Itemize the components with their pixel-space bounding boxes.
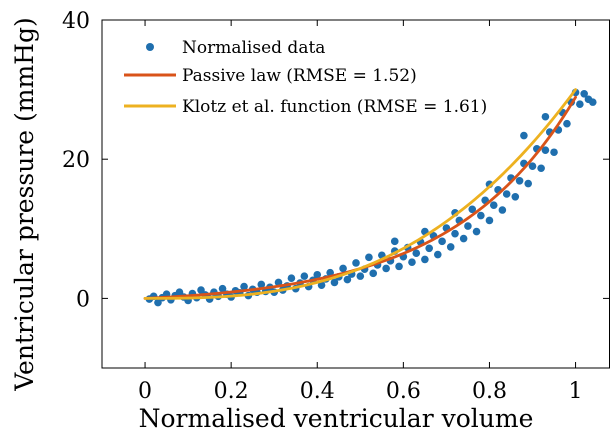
data-point [541,112,550,121]
x-axis-label: Normalised ventricular volume [139,404,534,433]
data-point [317,281,326,289]
data-point [576,100,584,109]
data-point [326,268,334,277]
legend-label: Passive law (RMSE = 1.52) [182,66,417,86]
data-point [339,264,347,273]
x-tick-label: 1 [569,379,583,404]
x-tick-label: 0.6 [386,379,421,404]
data-point [395,262,403,271]
y-tick-label: 40 [62,9,90,34]
data-point [330,278,339,287]
data-point [356,272,365,280]
data-point [382,264,390,273]
data-point [502,190,511,198]
data-point [438,237,446,246]
data-point [175,288,184,296]
data-point [489,201,498,209]
y-axis-label: Ventricular pressure (mmHg) [10,17,39,391]
data-point [446,243,455,251]
data-point [425,244,433,253]
data-point [468,205,477,214]
data-point [197,286,205,294]
data-point [580,89,588,98]
data-point [343,275,352,284]
data-point [528,162,537,170]
data-point [365,253,373,262]
data-point [240,282,248,291]
data-point [412,249,421,257]
data-point [477,211,485,220]
data-point [541,146,550,154]
x-tick-label: 0 [138,379,152,404]
y-tick-label: 20 [62,148,90,173]
data-point [524,179,532,188]
data-point [352,259,360,267]
data-point [550,148,558,157]
data-point [588,98,597,106]
axes: 0 0.2 0.4 0.6 0.8 1 0 20 40 Normalised ventricula… [10,9,610,433]
legend-label: Normalised data [182,38,325,58]
data-point [459,234,468,243]
data-point [408,258,416,267]
x-tick-label: 0.2 [214,379,249,404]
data-point [511,192,520,201]
data-point [274,278,283,287]
data-point [472,227,481,236]
data-point [434,250,442,259]
legend: Normalised data Passive law (RMSE = 1.52)… [124,38,487,117]
data-point [485,216,494,225]
data-point [520,131,528,140]
legend-marker-scatter [146,43,154,51]
data-point [515,176,524,185]
data-point [563,119,571,128]
legend-label: Klotz et al. function (RMSE = 1.61) [182,97,487,117]
data-point [451,229,459,238]
data-point [369,269,378,278]
data-point [421,255,429,264]
data-point [218,284,227,293]
klotz-function-line [143,88,577,300]
data-point [498,206,507,214]
data-point [313,270,322,279]
plot-area [143,88,597,307]
x-tick-label: 0.8 [472,379,507,404]
data-point [537,164,545,173]
data-point [390,237,399,246]
data-point [464,222,472,230]
x-tick-label: 0.4 [300,379,335,404]
data-point [287,274,296,283]
data-point [154,298,162,307]
y-tick-label: 0 [76,287,90,312]
data-point [300,272,309,280]
data-point [257,280,266,289]
